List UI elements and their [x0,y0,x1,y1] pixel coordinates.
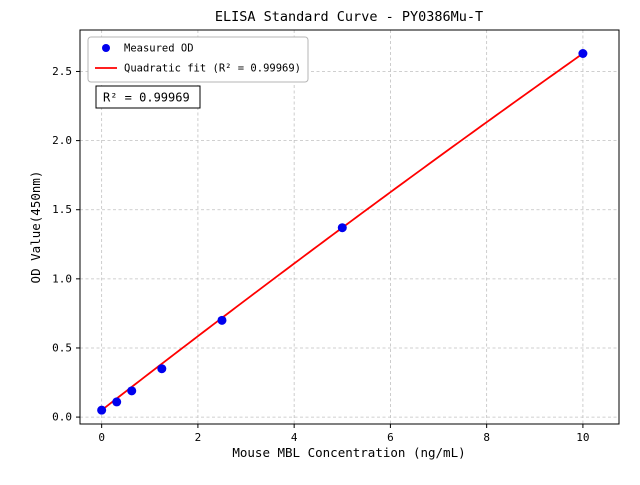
y-axis-label: OD Value(450nm) [28,171,43,284]
x-tick-label: 10 [576,431,589,444]
y-tick-label: 1.0 [52,272,72,285]
annotation-text: R² = 0.99969 [103,91,190,105]
x-tick-label: 8 [483,431,490,444]
legend: Measured OD Quadratic fit (R² = 0.99969) [87,36,309,83]
measured-od-point [217,315,227,325]
x-tick-label: 6 [387,431,394,444]
y-tick-label: 1.5 [52,203,72,216]
x-tick-label: 0 [98,431,105,444]
y-tick-label: 0.0 [52,411,72,424]
y-tick-label: 2.5 [52,65,72,78]
plot-border [79,29,620,425]
x-axis-label: Mouse MBL Concentration (ng/mL) [232,445,465,460]
measured-od-point [578,49,588,59]
r-squared-annotation: R² = 0.99969 [95,85,201,109]
measured-od-point [97,405,107,415]
annotation-frame [95,85,201,109]
axis-ticks: 0 2 4 6 8 10 0.0 0.5 1.0 1.5 2.0 2.5 [52,65,589,444]
legend-label-quadratic-fit: Quadratic fit (R² = 0.99969) [124,63,301,75]
data-series [97,49,588,415]
measured-od-point [157,364,167,374]
x-tick-label: 2 [195,431,202,444]
legend-label-measured-od: Measured OD [124,43,194,55]
y-tick-label: 0.5 [52,341,72,354]
measured-od-point [112,397,122,407]
legend-marker-measured-od [102,44,110,52]
measured-od-point [127,386,137,396]
x-tick-label: 4 [291,431,298,444]
y-tick-label: 2.0 [52,134,72,147]
legend-frame [87,36,309,83]
chart-title: ELISA Standard Curve - PY0386Mu-T [215,9,483,25]
measured-od-point [337,223,347,233]
